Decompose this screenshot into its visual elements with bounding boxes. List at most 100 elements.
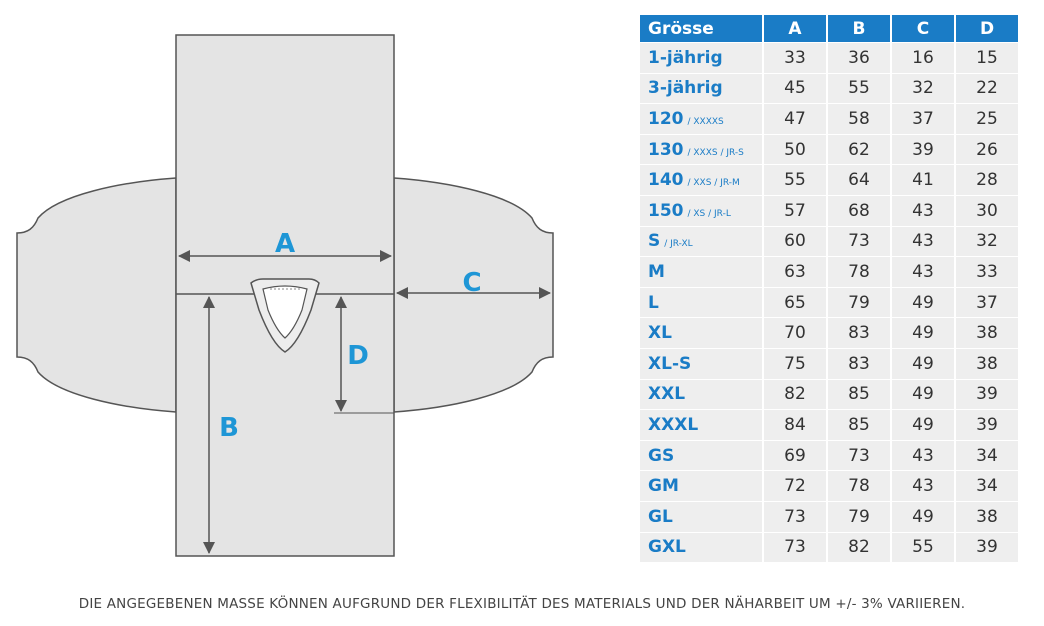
measure-c-cell: 55 [892, 532, 954, 563]
table-row: GXL 73 82 55 39 [640, 532, 1018, 563]
table-row: XXXL 84 85 49 39 [640, 410, 1018, 440]
size-label: GM [648, 476, 679, 497]
size-cell: XXXL [640, 410, 762, 440]
measure-c-cell: 49 [892, 379, 954, 410]
size-label: GL [648, 506, 673, 527]
header-a: A [764, 15, 826, 42]
size-label: 140 [648, 170, 684, 191]
measure-a-cell: 65 [764, 287, 826, 318]
measure-b-cell: 64 [828, 165, 890, 195]
measure-a-cell: 72 [764, 471, 826, 501]
measure-a-cell: 75 [764, 348, 826, 379]
measure-a-cell: 73 [764, 501, 826, 532]
measure-d-cell: 32 [956, 226, 1018, 257]
size-label: L [648, 292, 659, 313]
measure-c-cell: 49 [892, 501, 954, 532]
measure-d-cell: 26 [956, 134, 1018, 165]
size-cell: 1-jährig [640, 43, 762, 73]
size-cell: 140/ XXS / JR-M [640, 165, 762, 195]
collar [250, 278, 320, 353]
measure-b-cell: 83 [828, 348, 890, 379]
measure-c-cell: 43 [892, 257, 954, 287]
size-table-body: 1-jährig 33 36 16 15 3-jährig 45 55 32 22 120/ XXX… [640, 43, 1018, 563]
table-row: M 63 78 43 33 [640, 257, 1018, 287]
measure-b-cell: 78 [828, 471, 890, 501]
label-c: C [462, 268, 481, 298]
size-cell: GXL [640, 532, 762, 563]
measure-b-cell: 73 [828, 226, 890, 257]
measure-d-cell: 22 [956, 73, 1018, 104]
size-cell: GM [640, 471, 762, 501]
measure-b-cell: 82 [828, 532, 890, 563]
measure-d-cell: 34 [956, 440, 1018, 471]
table-row: 130/ XXXS / JR-S 50 62 39 26 [640, 134, 1018, 165]
measure-c-cell: 43 [892, 195, 954, 226]
size-label: 1-jährig [648, 47, 723, 68]
measure-d-cell: 28 [956, 165, 1018, 195]
measure-c-cell: 43 [892, 440, 954, 471]
size-cell: 120/ XXXXS [640, 104, 762, 134]
size-label: GXL [648, 537, 686, 558]
measure-c-cell: 49 [892, 410, 954, 440]
measure-a-cell: 63 [764, 257, 826, 287]
measure-a-cell: 47 [764, 104, 826, 134]
measure-d-cell: 38 [956, 348, 1018, 379]
jersey-measurement-diagram: A B C D [16, 34, 554, 557]
measure-d-cell: 39 [956, 410, 1018, 440]
measure-d-cell: 39 [956, 379, 1018, 410]
measure-c-cell: 41 [892, 165, 954, 195]
table-row: XL-S 75 83 49 38 [640, 348, 1018, 379]
measure-c-cell: 32 [892, 73, 954, 104]
measure-a-cell: 45 [764, 73, 826, 104]
measure-d-cell: 15 [956, 43, 1018, 73]
size-sublabel: / XXXXS [687, 116, 724, 127]
size-table: Grösse A B C D 1-jährig 33 36 16 15 3-jährig 4… [638, 14, 1020, 563]
size-cell: 150/ XS / JR-L [640, 195, 762, 226]
size-label: XL-S [648, 353, 692, 374]
measure-c-cell: 43 [892, 226, 954, 257]
label-d: D [347, 341, 369, 371]
label-a: A [275, 229, 295, 259]
measure-c-cell: 43 [892, 471, 954, 501]
size-cell: 130/ XXXS / JR-S [640, 134, 762, 165]
measure-b-cell: 55 [828, 73, 890, 104]
size-sublabel: / XXS / JR-M [687, 178, 740, 189]
size-label: XL [648, 323, 672, 344]
table-row: 1-jährig 33 36 16 15 [640, 43, 1018, 73]
disclaimer-text: DIE ANGEGEBENEN MASSE KÖNNEN AUFGRUND DE… [78, 596, 966, 612]
table-row: 3-jährig 45 55 32 22 [640, 73, 1018, 104]
size-label: 150 [648, 200, 684, 221]
size-label: M [648, 261, 665, 282]
measure-d-cell: 33 [956, 257, 1018, 287]
size-cell: XL [640, 318, 762, 348]
measure-a-cell: 73 [764, 532, 826, 563]
measure-d-cell: 34 [956, 471, 1018, 501]
size-cell: XXL [640, 379, 762, 410]
measure-b-cell: 78 [828, 257, 890, 287]
measure-a-cell: 50 [764, 134, 826, 165]
header-d: D [956, 15, 1018, 42]
size-sublabel: / XXXS / JR-S [687, 147, 744, 158]
measure-a-cell: 82 [764, 379, 826, 410]
table-row: 140/ XXS / JR-M 55 64 41 28 [640, 165, 1018, 195]
size-label: XXL [648, 384, 686, 405]
size-label: 130 [648, 139, 684, 160]
measure-c-cell: 37 [892, 104, 954, 134]
measure-c-cell: 49 [892, 318, 954, 348]
measure-b-cell: 68 [828, 195, 890, 226]
measure-b-cell: 73 [828, 440, 890, 471]
size-sublabel: / XS / JR-L [687, 208, 731, 219]
measure-a-cell: 69 [764, 440, 826, 471]
measure-a-cell: 33 [764, 43, 826, 73]
size-cell: XL-S [640, 348, 762, 379]
measure-b-cell: 36 [828, 43, 890, 73]
measure-c-cell: 39 [892, 134, 954, 165]
size-cell: GS [640, 440, 762, 471]
measure-b-cell: 62 [828, 134, 890, 165]
measure-b-cell: 85 [828, 379, 890, 410]
measure-d-cell: 37 [956, 287, 1018, 318]
header-c: C [892, 15, 954, 42]
size-label: GS [648, 445, 675, 466]
header-b: B [828, 15, 890, 42]
left-sleeve [16, 177, 177, 413]
